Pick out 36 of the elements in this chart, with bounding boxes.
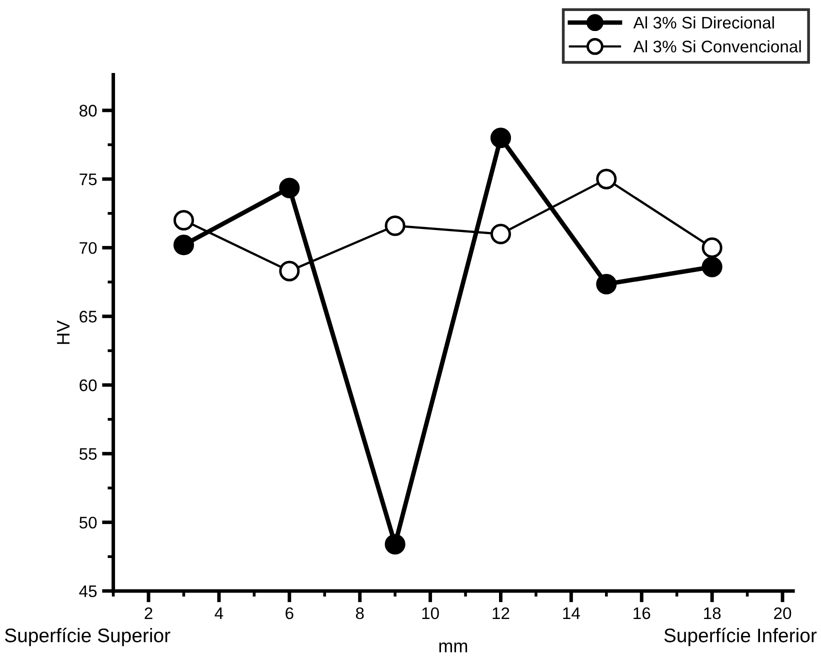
x-tick-label: 10 (422, 607, 439, 620)
point (279, 178, 300, 198)
x-tick-label: 8 (356, 607, 364, 620)
x-tick-label: 14 (563, 608, 580, 620)
point (384, 534, 406, 555)
x-tick-label: 12 (492, 607, 510, 620)
point (490, 128, 512, 148)
y-tick-label: 55 (79, 448, 97, 460)
point (702, 256, 722, 278)
point (596, 168, 617, 190)
y-tick-label: 65 (80, 310, 97, 323)
y-tick-label: 50 (79, 516, 97, 529)
text: Superfície Superior (4, 628, 170, 646)
point (173, 210, 194, 231)
x-tick-label: 20 (774, 607, 792, 620)
x-axis-title: mm (439, 642, 468, 652)
legend-label: Al 3% Si Direcional (633, 16, 774, 29)
y-tick-label: 60 (80, 379, 97, 392)
point (384, 215, 406, 236)
legend-label: Al 3% Si Convencional (633, 40, 801, 52)
y-tick-label: 80 (80, 104, 97, 117)
text: Superfície Inferior (664, 628, 817, 646)
y-tick-label: 75 (80, 174, 97, 186)
x-tick-label: 4 (214, 608, 224, 620)
x-tick-label: 2 (144, 607, 152, 620)
point (490, 224, 512, 244)
y-axis-title: HV (57, 320, 70, 344)
y-tick-label: 45 (79, 586, 97, 598)
point (702, 237, 722, 258)
y-tick-label: 70 (80, 242, 97, 254)
point (279, 260, 300, 282)
x-tick-label: 16 (634, 607, 650, 620)
point (173, 234, 194, 256)
point (596, 274, 617, 294)
x-tick-label: 6 (286, 607, 294, 620)
x-tick-label: 18 (704, 607, 721, 620)
